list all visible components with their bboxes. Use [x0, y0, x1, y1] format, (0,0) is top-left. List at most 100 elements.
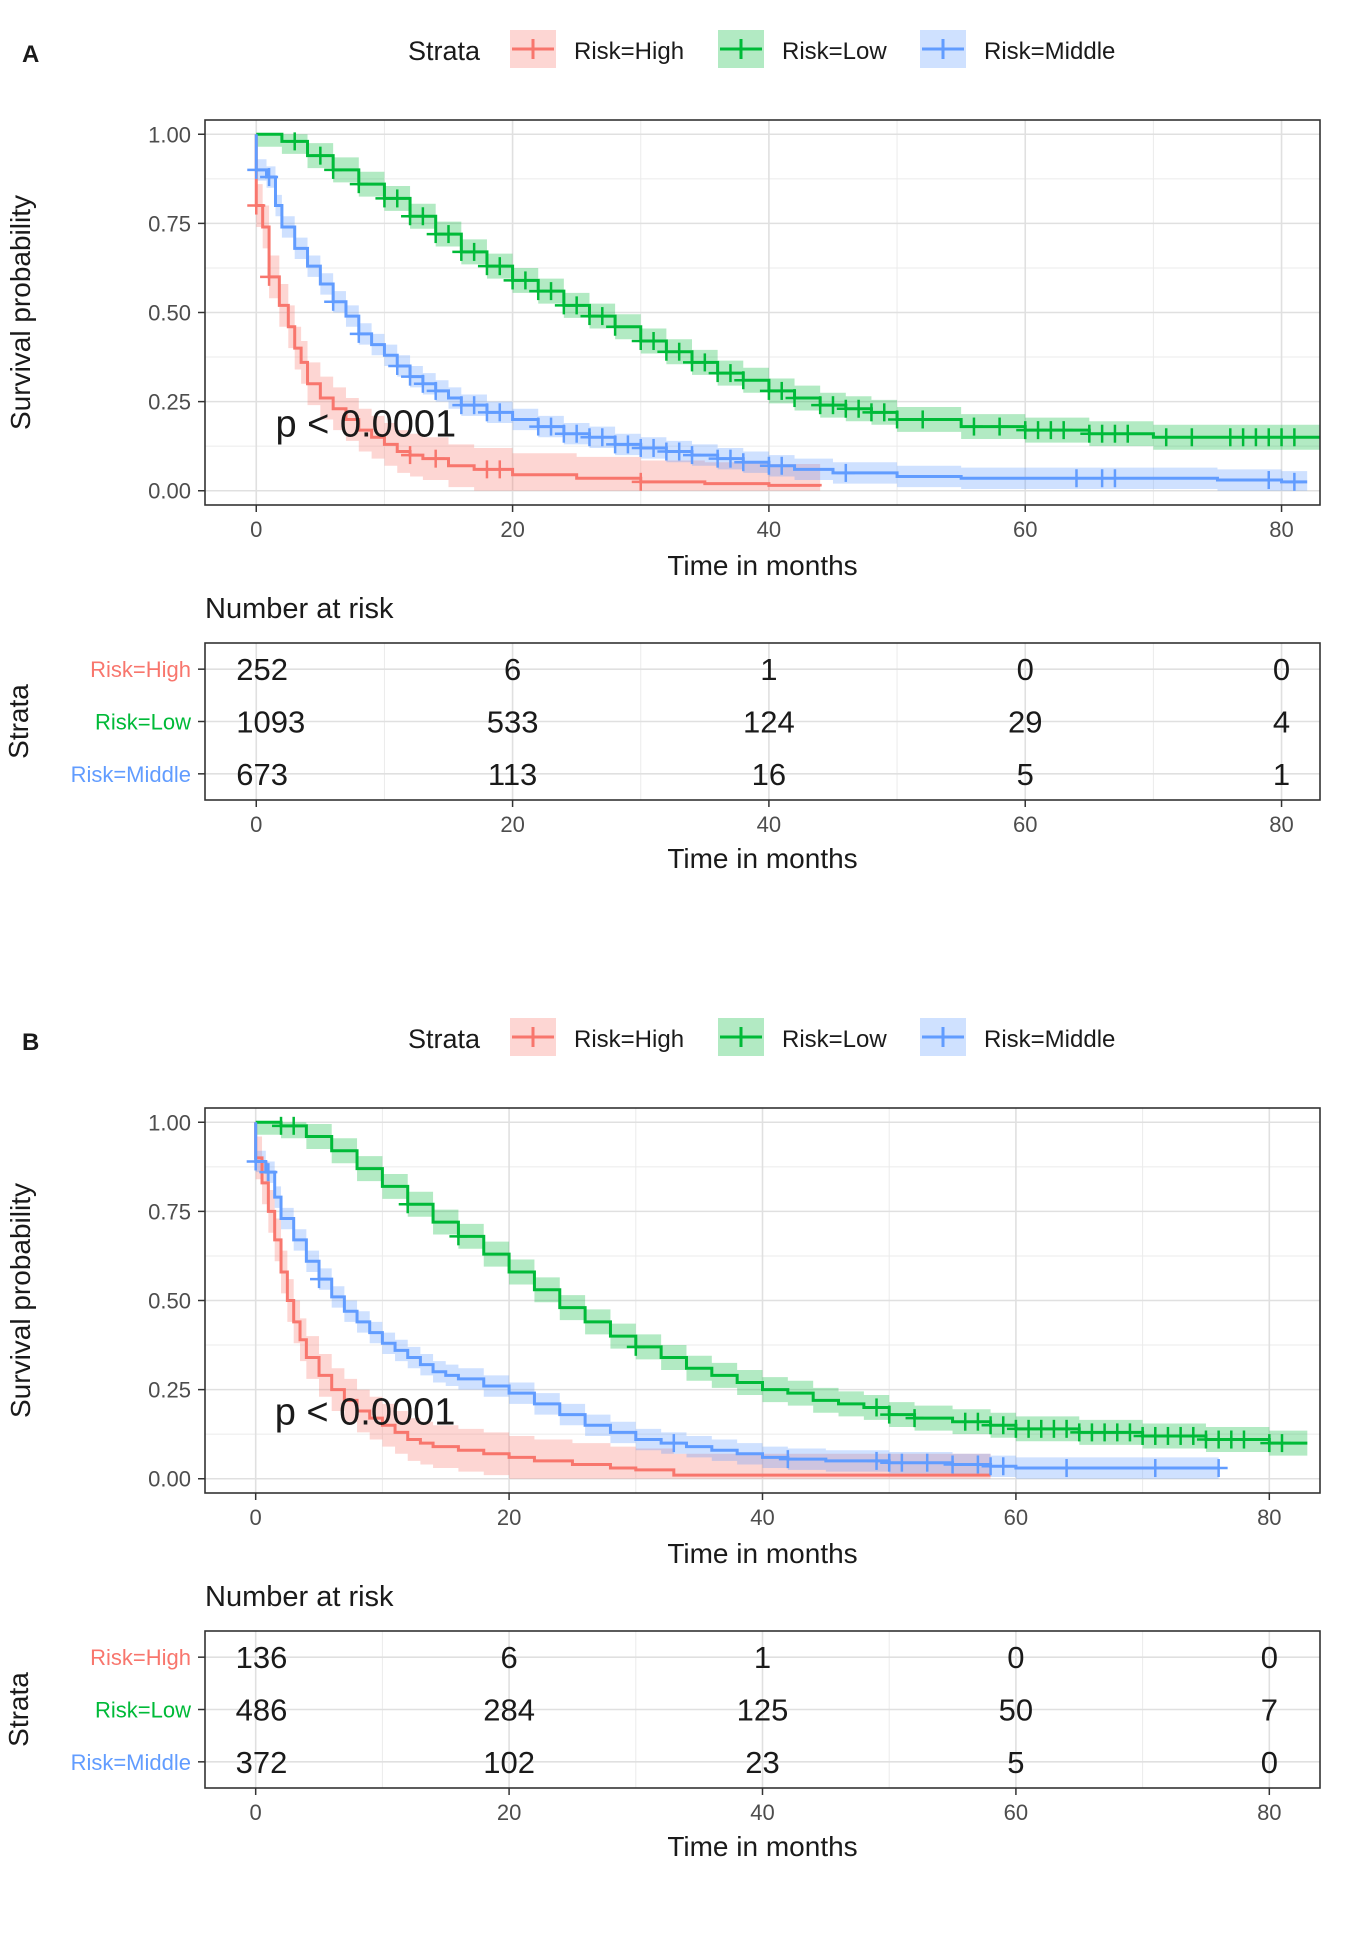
confidence-band-middle [255, 1150, 1219, 1479]
risk-count: 23 [745, 1745, 779, 1780]
risk-row-label-high: Risk=High [90, 657, 191, 682]
x-tick-label: 20 [500, 517, 524, 542]
x-tick-label: 80 [1269, 517, 1293, 542]
legend-label-middle: Risk=Middle [984, 38, 1115, 65]
y-axis-label: Survival probability [5, 1183, 36, 1418]
risk-count: 673 [236, 757, 288, 792]
risk-count: 6 [504, 652, 521, 687]
y-tick-label: 0.25 [148, 1378, 191, 1403]
risk-count: 102 [483, 1745, 535, 1780]
legend-label-middle: Risk=Middle [984, 1026, 1115, 1053]
risk-count: 124 [743, 705, 795, 740]
x-tick-label: 60 [1004, 1505, 1028, 1530]
legend-title: Strata [408, 36, 481, 66]
risk-table-title: Number at risk [205, 1581, 394, 1613]
y-tick-label: 1.00 [148, 1110, 191, 1135]
y-tick-label: 0.50 [148, 301, 191, 326]
legend: Strata Risk=High Risk=Low Risk=Middle [408, 30, 1115, 68]
y-tick-label: 0.25 [148, 390, 191, 415]
risk-count: 1 [754, 1640, 771, 1675]
x-tick-label: 0 [250, 1505, 262, 1530]
risk-count: 1 [1273, 757, 1290, 792]
legend-label-high: Risk=High [574, 1026, 684, 1053]
y-tick-label: 0.75 [148, 1199, 191, 1224]
risk-count: 125 [737, 1693, 789, 1728]
x-tick-label: 40 [757, 517, 781, 542]
confidence-band-low [256, 134, 1320, 450]
risk-count: 0 [1261, 1640, 1278, 1675]
risk-count: 4 [1273, 705, 1290, 740]
p-value-annotation: p < 0.0001 [275, 404, 456, 446]
risk-count: 16 [752, 757, 786, 792]
survival-curves [247, 132, 1320, 491]
p-value-annotation: p < 0.0001 [275, 1392, 456, 1434]
risk-count: 136 [236, 1640, 288, 1675]
risk-count: 7 [1261, 1693, 1278, 1728]
risk-count: 0 [1007, 1640, 1024, 1675]
legend-title: Strata [408, 1024, 481, 1054]
table-x-tick-label: 0 [250, 812, 262, 837]
table-x-tick-label: 80 [1269, 812, 1293, 837]
risk-count: 5 [1017, 757, 1034, 792]
risk-count: 284 [483, 1693, 535, 1728]
risk-count: 486 [236, 1693, 288, 1728]
risk-count: 6 [500, 1640, 517, 1675]
legend-label-low: Risk=Low [782, 1026, 887, 1053]
legend: Strata Risk=High Risk=Low Risk=Middle [408, 1018, 1115, 1056]
risk-count: 113 [488, 757, 537, 792]
x-tick-label: 80 [1257, 1505, 1281, 1530]
risk-count: 533 [487, 705, 539, 740]
risk-count: 5 [1007, 1745, 1024, 1780]
plot-grid [205, 120, 1320, 505]
risk-row-label-low: Risk=Low [95, 1698, 191, 1723]
axes: 0 20 40 60 80 0.00 0.25 0.50 0.75 1.00 Time in mon… [5, 1110, 1282, 1569]
y-tick-label: 1.00 [148, 122, 191, 147]
table-x-tick-label: 80 [1257, 1800, 1281, 1825]
risk-count: 0 [1017, 652, 1034, 687]
panel-label: A [22, 41, 39, 68]
x-axis-label: Time in months [667, 1538, 857, 1569]
table-x-tick-label: 60 [1013, 812, 1037, 837]
x-tick-label: 20 [497, 1505, 521, 1530]
risk-table: Number at risk Risk=High 136 6 1 0 0 Risk=Low 48… [3, 1581, 1321, 1862]
risk-table-y-label: Strata [3, 1672, 34, 1747]
axes: 0 20 40 60 80 0.00 0.25 0.50 0.75 1.00 Time in mon… [5, 122, 1294, 581]
survival-line-high [254, 1122, 991, 1477]
panel-label: B [22, 1029, 39, 1056]
y-tick-label: 0.50 [148, 1289, 191, 1314]
y-tick-label: 0.75 [148, 211, 191, 236]
risk-table-title: Number at risk [205, 593, 394, 625]
y-tick-label: 0.00 [148, 1467, 191, 1492]
risk-count: 29 [1008, 705, 1042, 740]
risk-table-x-label: Time in months [667, 843, 857, 874]
legend-label-low: Risk=Low [782, 38, 887, 65]
x-tick-label: 0 [250, 517, 262, 542]
risk-table-y-label: Strata [3, 684, 34, 759]
chart-panel-b: B Strata Risk=High Risk=Low Risk=Middle 0 20 40… [3, 1018, 1321, 1862]
risk-row-label-middle: Risk=Middle [71, 762, 191, 787]
table-x-tick-label: 20 [500, 812, 524, 837]
risk-count: 0 [1261, 1745, 1278, 1780]
risk-row-label-low: Risk=Low [95, 710, 191, 735]
table-x-tick-label: 0 [250, 1800, 262, 1825]
table-x-tick-label: 20 [497, 1800, 521, 1825]
risk-count: 1093 [236, 705, 305, 740]
y-axis-label: Survival probability [5, 195, 36, 430]
table-x-tick-label: 60 [1004, 1800, 1028, 1825]
risk-count: 252 [236, 652, 288, 687]
x-tick-label: 40 [750, 1505, 774, 1530]
table-x-tick-label: 40 [750, 1800, 774, 1825]
survival-line-middle [254, 1122, 1219, 1470]
legend-label-high: Risk=High [574, 38, 684, 65]
risk-row-label-high: Risk=High [90, 1645, 191, 1670]
x-tick-label: 60 [1013, 517, 1037, 542]
risk-count: 372 [236, 1745, 288, 1780]
table-x-tick-label: 40 [757, 812, 781, 837]
risk-count: 1 [760, 652, 777, 687]
risk-count: 50 [999, 1693, 1033, 1728]
risk-count: 0 [1273, 652, 1290, 687]
risk-table-x-label: Time in months [667, 1831, 857, 1862]
